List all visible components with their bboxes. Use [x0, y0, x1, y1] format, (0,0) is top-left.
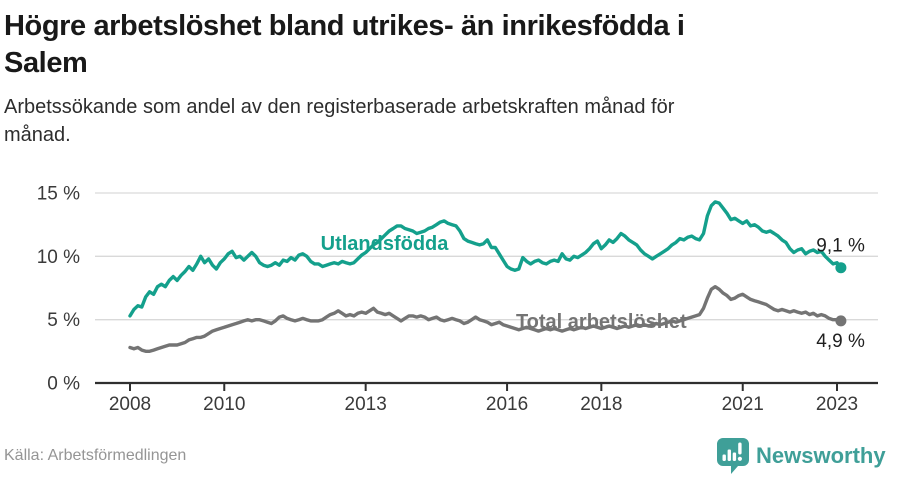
x-axis-label: 2018 — [580, 394, 622, 415]
page-title: Högre arbetslöshet bland utrikes- än inr… — [4, 8, 894, 82]
bar-icon-medium — [732, 452, 737, 461]
series-line-total — [128, 285, 843, 353]
x-axis-label: 2016 — [486, 394, 528, 415]
title-line-1: Högre arbetslöshet bland utrikes- än inr… — [4, 10, 685, 42]
series-end-dot — [835, 315, 847, 327]
chart-subtitle: Arbetssökande som andel av den registerb… — [4, 93, 894, 149]
series-label: Total arbetslöshet — [516, 311, 687, 333]
exclamation-dot-icon — [737, 456, 742, 461]
subtitle-line-1: Arbetssökande som andel av den registerb… — [4, 96, 675, 118]
end-value-label: 4,9 % — [816, 331, 865, 352]
x-axis-label: 2010 — [203, 394, 245, 415]
subtitle-line-2: månad. — [4, 124, 71, 146]
newsworthy-wordmark: Newsworthy — [756, 443, 886, 468]
y-axis-label: 10 % — [37, 247, 80, 268]
x-axis-label: 2008 — [109, 394, 151, 415]
title-line-2: Salem — [4, 47, 88, 79]
newsworthy-logo[interactable]: Newsworthy — [714, 436, 894, 481]
source-attribution: Källa: Arbetsförmedlingen — [4, 447, 187, 464]
y-axis-label: 0 % — [47, 374, 80, 395]
x-axis-label: 2023 — [816, 394, 858, 415]
series-line-utlandsfodda — [128, 200, 843, 318]
newsworthy-bubble-icon — [717, 438, 749, 474]
x-axis-label: 2021 — [722, 394, 764, 415]
end-value-label: 9,1 % — [816, 236, 865, 257]
x-axis-label: 2013 — [345, 394, 387, 415]
y-axis-label: 15 % — [37, 184, 80, 205]
bar-icon-tall — [727, 449, 731, 461]
series-end-dot — [835, 262, 847, 274]
y-axis-label: 5 % — [47, 310, 80, 331]
bar-icon-short — [722, 454, 726, 461]
series-label: Utlandsfödda — [321, 233, 450, 255]
exclamation-icon — [738, 442, 742, 455]
